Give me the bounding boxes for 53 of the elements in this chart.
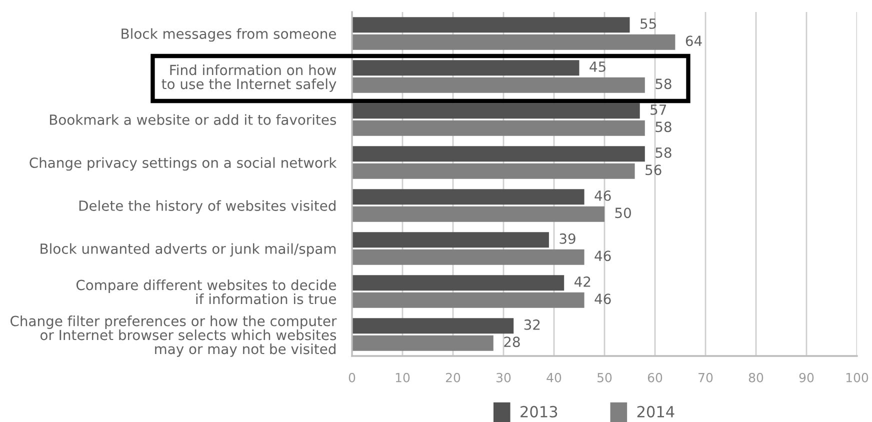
data-label: 28 [504,336,520,348]
data-label: 58 [656,147,672,158]
bar [352,163,635,179]
x-tick-label: 100 [846,372,868,382]
x-tick-label: 80 [748,372,764,382]
bar [352,103,640,119]
x-tick-label: 70 [698,372,713,382]
y-tick-label: Bookmark a website or add it to favorites [50,114,336,125]
data-label: 42 [574,276,590,287]
data-label: 45 [590,62,606,72]
x-tick-label: 20 [446,372,460,382]
x-tick-label: 30 [496,372,511,382]
bar [352,17,630,33]
y-tick-label: Change filter preferences or how the computer or Internet browser selects which websites may or may not be visited [10,316,337,357]
bar [352,249,584,265]
data-label: 32 [524,319,540,330]
data-label: 64 [686,36,702,46]
data-label: 39 [560,233,576,244]
y-tick-label: Find information on how to use the Internet safely [162,64,336,92]
data-label: 57 [650,104,666,115]
bar [352,120,645,136]
x-tick-label: 10 [396,372,410,382]
x-tick-label: 50 [598,372,612,382]
y-tick-label: Block messages from someone [122,28,336,42]
data-label: 56 [646,164,662,176]
bar [352,335,494,351]
bar [352,206,604,222]
x-tick-label: 0 [348,372,356,382]
y-tick-label: Change privacy settings on a social network [30,157,337,171]
y-tick-label: Delete the history of websites visited [79,200,336,214]
bar [352,275,564,291]
data-label: 46 [594,250,611,262]
bar [352,318,514,334]
x-tick-label: 40 [546,372,562,382]
bar [352,60,580,76]
data-label: 58 [656,122,672,132]
y-tick-label: Compare different websites to decide if information is true [76,280,336,304]
legend-label: 2014 [637,406,674,418]
data-label: 46 [594,190,611,201]
bar [352,232,549,248]
bar [352,189,584,205]
data-label: 58 [656,78,672,90]
bar [352,146,645,162]
legend-label: 2013 [520,406,558,418]
data-label: 50 [615,208,631,218]
x-tick-label: 90 [799,372,814,382]
bar [352,34,676,50]
x-tick-label: 60 [648,372,662,382]
bar [352,77,645,93]
data-label: 46 [594,294,611,304]
bar [352,292,584,308]
data-label: 55 [640,18,656,29]
y-tick-label: Block unwanted adverts or junk mail/spam [40,243,336,257]
